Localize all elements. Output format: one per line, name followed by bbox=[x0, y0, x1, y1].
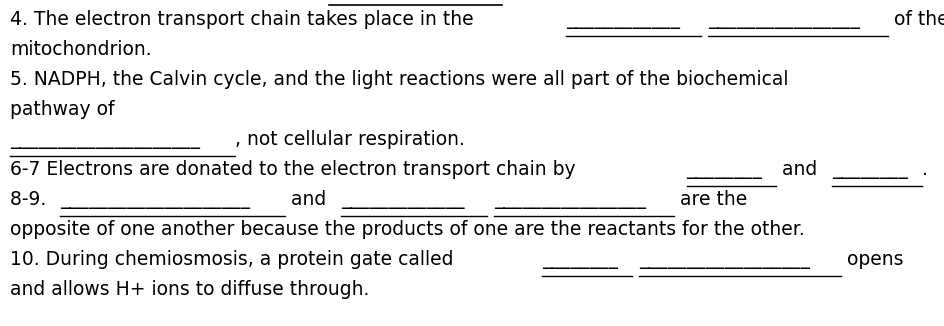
Text: of the: of the bbox=[886, 10, 944, 29]
Text: and: and bbox=[285, 190, 332, 209]
Text: 6-7 Electrons are donated to the electron transport chain by: 6-7 Electrons are donated to the electro… bbox=[10, 160, 582, 179]
Text: ____________: ____________ bbox=[565, 10, 679, 29]
Text: ________: ________ bbox=[542, 250, 617, 269]
Text: ________________: ________________ bbox=[707, 10, 859, 29]
Text: 5. NADPH, the Calvin cycle, and the light reactions were all part of the biochem: 5. NADPH, the Calvin cycle, and the ligh… bbox=[10, 70, 788, 89]
Text: pathway of: pathway of bbox=[10, 100, 115, 119]
Text: opposite of one another because the products of one are the reactants for the ot: opposite of one another because the prod… bbox=[10, 220, 804, 239]
Text: are the: are the bbox=[673, 190, 747, 209]
Text: 10. During chemiosmosis, a protein gate called: 10. During chemiosmosis, a protein gate … bbox=[10, 250, 460, 269]
Text: 8-9.: 8-9. bbox=[10, 190, 53, 209]
Text: , not cellular respiration.: , not cellular respiration. bbox=[235, 130, 464, 149]
Text: __________________: __________________ bbox=[638, 250, 809, 269]
Text: mitochondrion.: mitochondrion. bbox=[10, 40, 152, 59]
Text: ________: ________ bbox=[832, 160, 907, 179]
Text: and: and bbox=[776, 160, 823, 179]
Text: and allows H+ ions to diffuse through.: and allows H+ ions to diffuse through. bbox=[10, 280, 369, 299]
Text: ________: ________ bbox=[686, 160, 762, 179]
Text: .: . bbox=[921, 160, 927, 179]
Text: opens: opens bbox=[840, 250, 903, 269]
Text: ____________________: ____________________ bbox=[60, 190, 250, 209]
Text: _____________: _____________ bbox=[341, 190, 464, 209]
Text: ____________________: ____________________ bbox=[10, 130, 200, 149]
Text: 4. The electron transport chain takes place in the: 4. The electron transport chain takes pl… bbox=[10, 10, 480, 29]
Text: ________________: ________________ bbox=[494, 190, 646, 209]
